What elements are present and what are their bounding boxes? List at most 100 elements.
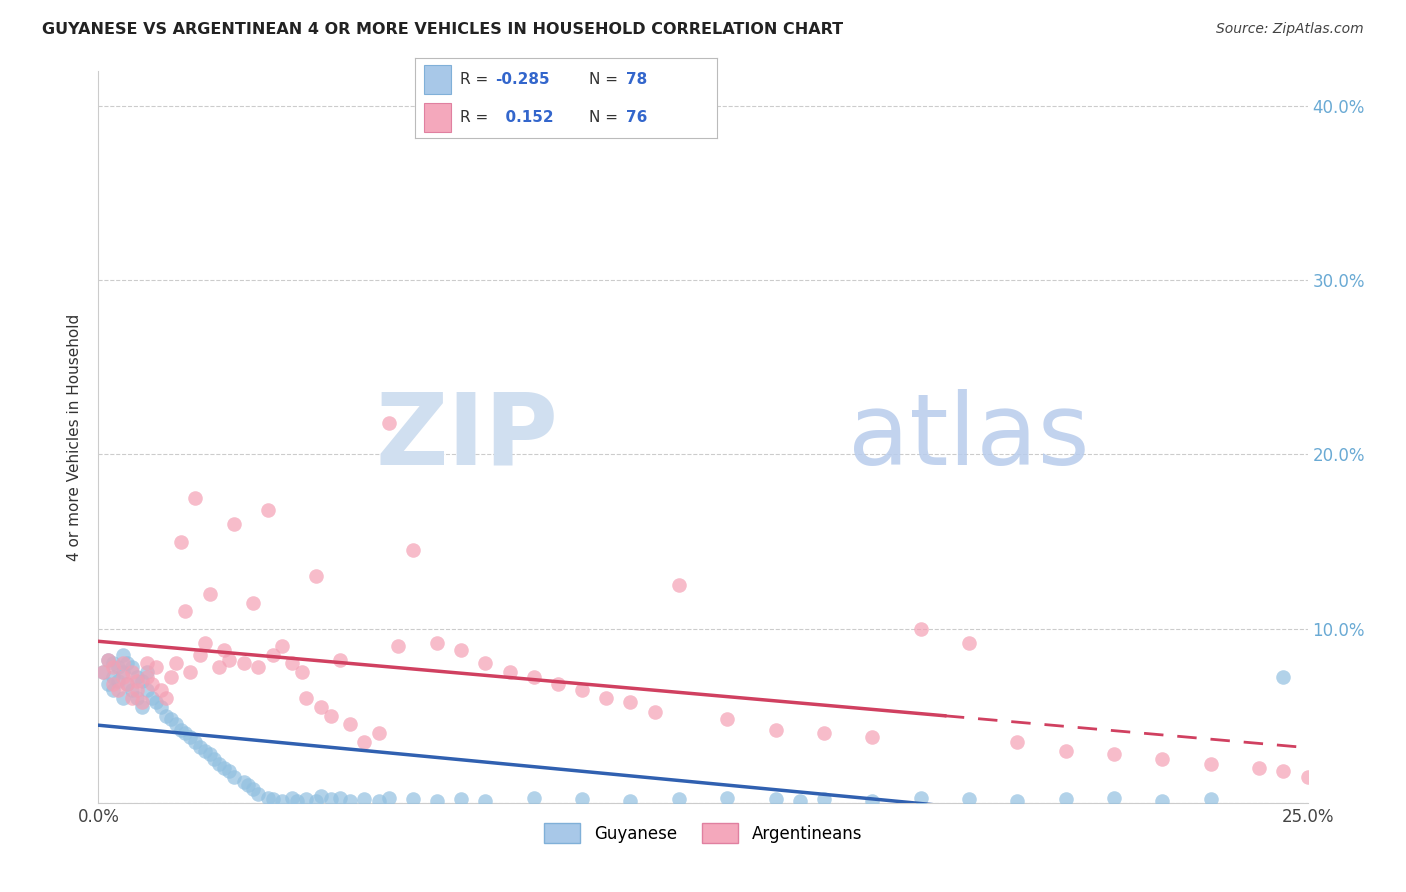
Point (668, 792, 690, 806)
Point (1152, 794, 1174, 808)
Point (281, 657, 304, 671)
Point (860, 730, 883, 744)
Point (145, 660, 167, 674)
Point (329, 653, 352, 667)
Bar (423, 103, 451, 132)
Point (619, 695, 641, 709)
Point (222, 770, 245, 784)
Point (238, 778, 260, 792)
Point (1199, 792, 1222, 806)
Point (1054, 743, 1077, 757)
Point (111, 665, 134, 680)
Point (813, 792, 835, 806)
Text: R =: R = (460, 72, 494, 87)
Point (135, 657, 157, 671)
Point (155, 691, 177, 706)
Point (127, 673, 149, 688)
Point (1007, 735, 1029, 749)
Point (169, 534, 191, 549)
Point (1272, 670, 1295, 684)
Point (97, 677, 120, 691)
Point (247, 660, 270, 674)
Point (353, 792, 375, 806)
Point (194, 743, 217, 757)
Point (571, 682, 593, 697)
Point (160, 712, 183, 726)
Point (957, 792, 980, 806)
Text: Source: ZipAtlas.com: Source: ZipAtlas.com (1216, 22, 1364, 37)
Point (101, 682, 124, 697)
Point (141, 677, 163, 691)
Point (644, 705, 666, 719)
Point (789, 794, 811, 808)
Point (1296, 770, 1319, 784)
Point (97, 653, 120, 667)
Point (204, 752, 226, 766)
Point (295, 691, 318, 706)
Point (319, 708, 342, 723)
Point (91, 665, 114, 680)
Point (305, 794, 328, 808)
Point (319, 792, 342, 806)
Point (368, 794, 391, 808)
Point (121, 665, 143, 680)
Point (813, 726, 835, 740)
Point (1199, 757, 1222, 772)
Point (127, 670, 149, 684)
Point (107, 660, 129, 674)
Point (188, 648, 211, 662)
Text: atlas: atlas (848, 389, 1090, 485)
Point (135, 670, 157, 684)
Point (523, 790, 546, 805)
Point (174, 604, 197, 618)
Point (179, 665, 201, 680)
Point (1007, 794, 1029, 808)
Point (402, 543, 425, 558)
Point (860, 794, 883, 808)
Point (169, 723, 191, 737)
Point (426, 794, 449, 808)
Point (218, 653, 240, 667)
Point (111, 670, 134, 684)
Point (716, 790, 738, 805)
Point (426, 635, 449, 649)
Point (208, 757, 231, 772)
Point (155, 708, 177, 723)
Point (101, 660, 124, 674)
Point (222, 517, 245, 532)
Text: N =: N = (589, 110, 623, 125)
Point (910, 622, 932, 636)
Point (127, 691, 149, 706)
Point (262, 792, 284, 806)
Point (150, 700, 173, 714)
Point (450, 792, 472, 806)
Point (111, 691, 134, 706)
Point (117, 677, 139, 691)
Point (474, 794, 496, 808)
Point (309, 789, 332, 803)
Point (402, 792, 425, 806)
Point (1272, 764, 1295, 779)
Point (184, 491, 207, 505)
Point (910, 790, 932, 805)
Point (1054, 792, 1077, 806)
Point (135, 682, 157, 697)
Point (97, 653, 120, 667)
Point (91, 665, 114, 680)
Point (1102, 790, 1125, 805)
Point (131, 673, 153, 688)
Point (218, 764, 240, 779)
Point (271, 794, 294, 808)
Point (387, 639, 409, 653)
Point (174, 726, 197, 740)
Text: ZIP: ZIP (375, 389, 558, 485)
Point (150, 682, 173, 697)
Point (198, 747, 221, 761)
Point (474, 657, 496, 671)
Point (547, 677, 569, 691)
Point (290, 665, 312, 680)
Point (450, 642, 472, 657)
Point (295, 792, 318, 806)
Point (212, 761, 235, 775)
Y-axis label: 4 or more Vehicles in Household: 4 or more Vehicles in Household (67, 313, 83, 561)
